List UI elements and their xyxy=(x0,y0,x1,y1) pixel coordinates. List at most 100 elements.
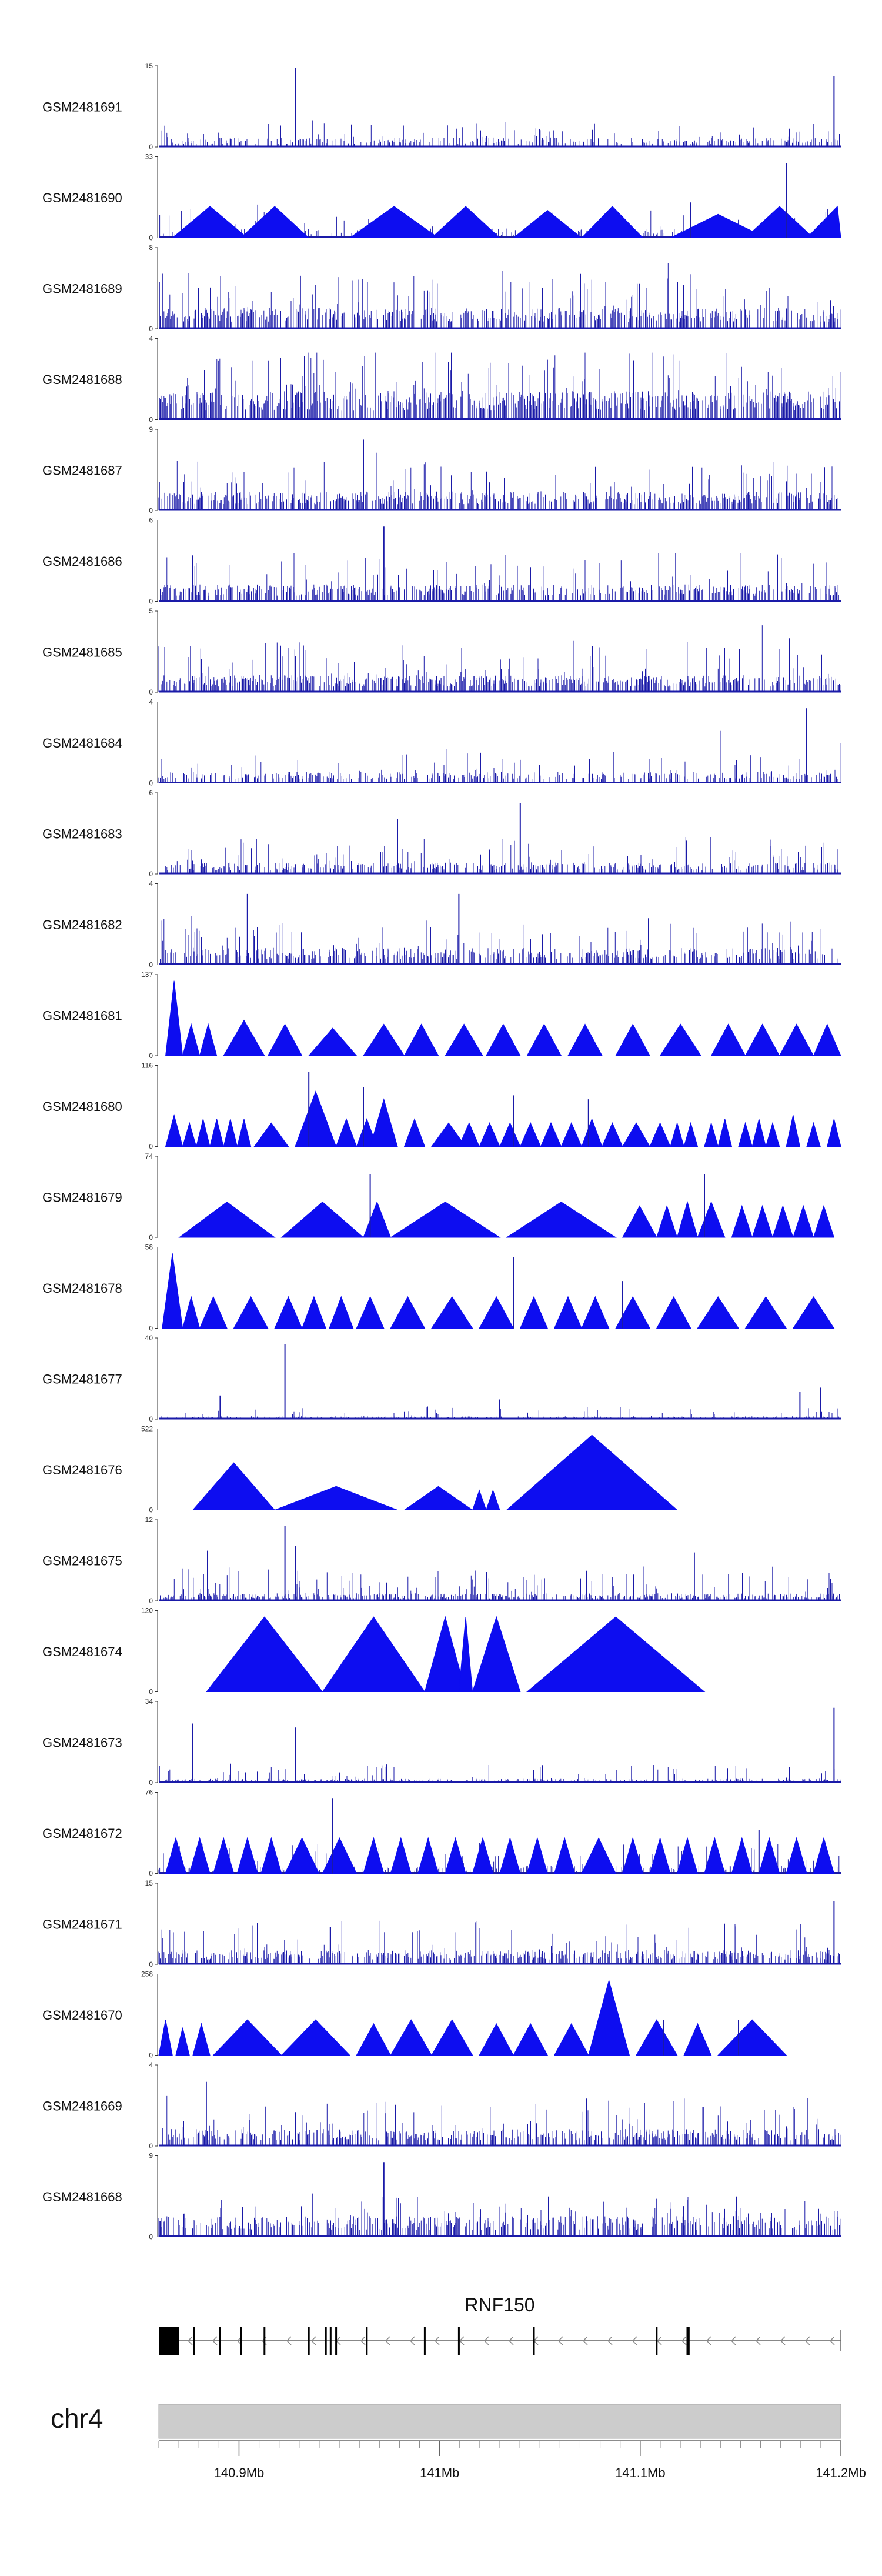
gene-name-label: RNF150 xyxy=(465,2294,534,2315)
coverage-segment xyxy=(704,1122,719,1147)
coverage-segment xyxy=(479,1122,500,1147)
coverage-segment xyxy=(301,1296,326,1329)
coverage-segment xyxy=(431,2019,473,2056)
strand-arrow xyxy=(829,2336,835,2345)
track-GSM2481675: GSM2481675 12 0 xyxy=(42,1516,841,1605)
coverage-segment xyxy=(554,1296,582,1329)
track-label: GSM2481682 xyxy=(42,917,122,932)
gene-exon xyxy=(686,2327,689,2355)
track-GSM2481676: GSM2481676 522 0 xyxy=(42,1425,678,1514)
coverage-segment xyxy=(615,1296,651,1329)
y-axis-max-label: 15 xyxy=(145,62,153,70)
coverage-segment xyxy=(813,1837,835,1874)
gene-track: RNF150 xyxy=(159,2294,841,2355)
y-axis-min-label: 0 xyxy=(149,598,153,606)
gene-exon xyxy=(457,2327,460,2355)
coverage-segment xyxy=(636,2019,678,2056)
gene-exon xyxy=(687,2327,690,2355)
track-GSM2481679: GSM2481679 74 0 xyxy=(42,1152,835,1242)
coverage-signal xyxy=(161,120,840,147)
coverage-segment xyxy=(526,1023,562,1056)
coverage-segment xyxy=(356,1296,385,1329)
coverage-segment xyxy=(322,1616,426,1692)
coverage-segment xyxy=(182,1295,201,1329)
coverage-segment xyxy=(772,1204,794,1238)
track-GSM2481684: GSM2481684 4 0 xyxy=(42,698,841,788)
track-GSM2481680: GSM2481680 116 0 xyxy=(42,1062,841,1151)
coverage-segment xyxy=(192,1462,276,1510)
track-label: GSM2481676 xyxy=(42,1463,122,1477)
coverage-segment xyxy=(363,1837,385,1874)
y-axis-max-label: 5 xyxy=(149,607,153,615)
coverage-segment xyxy=(189,1837,211,1874)
track-label: GSM2481680 xyxy=(42,1099,122,1114)
coverage-segment xyxy=(813,1204,835,1238)
y-axis-min-label: 0 xyxy=(149,2142,153,2150)
coverage-segment xyxy=(236,1837,258,1874)
coverage-segment xyxy=(806,1122,821,1147)
y-axis-max-label: 116 xyxy=(142,1062,153,1070)
strand-arrow xyxy=(780,2336,786,2345)
coverage-signal xyxy=(158,730,841,783)
coverage-segment xyxy=(162,1253,183,1329)
y-axis-min-label: 0 xyxy=(149,688,153,696)
axis-tick-label: 141Mb xyxy=(420,2465,459,2480)
coverage-segment xyxy=(779,1023,814,1056)
axis-tick-label: 141.2Mb xyxy=(816,2465,866,2480)
coverage-segment xyxy=(765,1122,780,1147)
y-axis-min-label: 0 xyxy=(149,416,153,424)
track-GSM2481669: GSM2481669 4 0 xyxy=(42,2061,841,2150)
coverage-segment xyxy=(192,2022,211,2056)
gene-exon xyxy=(308,2327,310,2355)
track-label: GSM2481672 xyxy=(42,1826,122,1841)
coverage-segment xyxy=(806,205,841,238)
y-axis-min-label: 0 xyxy=(149,1233,153,1242)
coverage-segment xyxy=(744,206,814,238)
gene-exon xyxy=(193,2327,195,2355)
y-axis-max-label: 137 xyxy=(141,970,153,979)
coverage-segment xyxy=(540,1122,562,1147)
coverage-segment xyxy=(581,1837,616,1874)
coverage-segment xyxy=(280,1202,365,1238)
coverage-segment xyxy=(670,1122,684,1147)
coverage-segment xyxy=(209,1119,224,1147)
coverage-segment xyxy=(223,1119,238,1147)
axis-tick-label: 140.9Mb xyxy=(214,2465,265,2480)
coverage-segment xyxy=(588,1979,630,2056)
strand-arrow xyxy=(409,2336,415,2345)
track-GSM2481670: GSM2481670 258 0 xyxy=(42,1970,787,2060)
coverage-segment xyxy=(512,209,583,238)
strand-arrow xyxy=(236,2336,242,2345)
track-GSM2481682: GSM2481682 4 0 xyxy=(42,880,841,969)
coverage-segment xyxy=(479,1296,514,1329)
coverage-segment xyxy=(363,1023,405,1056)
track-GSM2481671: GSM2481671 15 0 xyxy=(42,1879,841,1968)
strand-arrow xyxy=(187,2336,193,2345)
strand-arrow xyxy=(557,2336,563,2345)
strand-arrow xyxy=(385,2336,390,2345)
coverage-segment xyxy=(479,2023,514,2056)
coverage-signal xyxy=(159,263,841,329)
coverage-segment xyxy=(417,1837,439,1874)
coverage-segment xyxy=(520,1296,548,1329)
y-axis-min-label: 0 xyxy=(149,1506,153,1514)
gene-exon xyxy=(423,2327,426,2355)
coverage-segment xyxy=(335,1118,358,1147)
coverage-segment xyxy=(403,1023,439,1056)
y-axis-min-label: 0 xyxy=(149,1052,153,1060)
gene-exon xyxy=(219,2327,221,2355)
coverage-segment xyxy=(295,1090,337,1147)
coverage-segment xyxy=(274,1296,303,1329)
coverage-segment xyxy=(165,1837,187,1874)
y-axis-min-label: 0 xyxy=(149,779,153,788)
gene-exon xyxy=(173,2327,176,2355)
track-label: GSM2481689 xyxy=(42,282,122,296)
track-label: GSM2481679 xyxy=(42,1190,122,1205)
strand-arrow xyxy=(755,2336,761,2345)
coverage-segment xyxy=(759,1837,780,1874)
coverage-segment xyxy=(649,1122,671,1147)
track-label: GSM2481678 xyxy=(42,1281,122,1296)
coverage-signal xyxy=(160,553,839,602)
coverage-segment xyxy=(472,1616,521,1692)
